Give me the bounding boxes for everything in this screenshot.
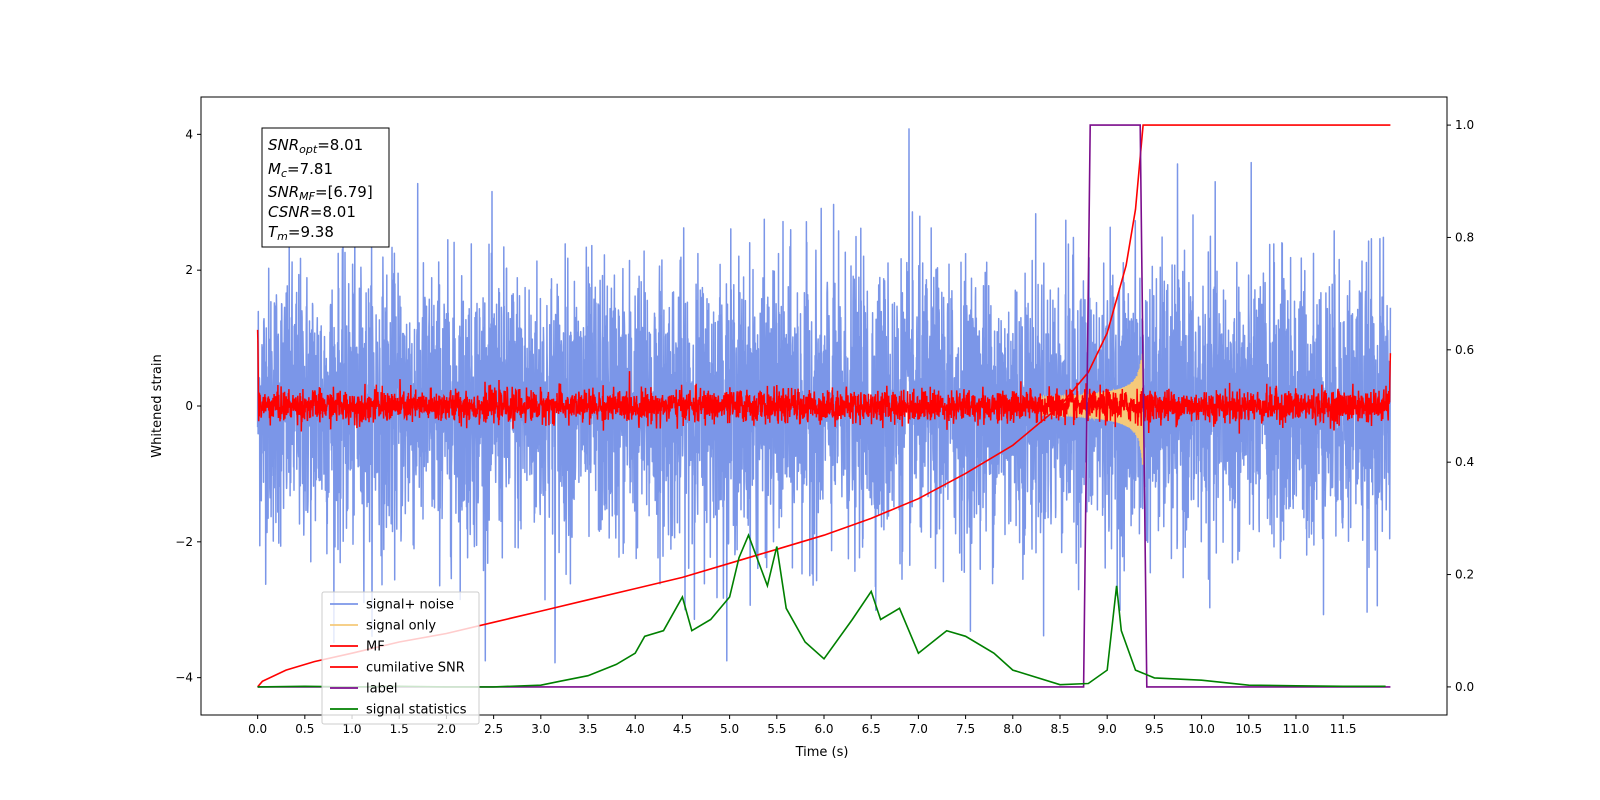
y-tick-label: 2 — [185, 263, 193, 277]
x-tick-label: 9.0 — [1098, 722, 1117, 736]
series-label — [257, 124, 1391, 688]
legend-label: signal+ noise — [366, 598, 454, 613]
x-tick-label: 10.0 — [1188, 722, 1215, 736]
x-tick-label: 11.5 — [1330, 722, 1357, 736]
y-tick-label: −4 — [175, 671, 193, 685]
x-tick-label: 11.0 — [1283, 722, 1310, 736]
x-tick-label: 6.0 — [814, 722, 833, 736]
x-tick-label: 5.5 — [767, 722, 786, 736]
x-tick-label: 9.5 — [1145, 722, 1164, 736]
annotation-snr-opt: SNRopt=8.01 — [268, 136, 363, 156]
legend-entry: label — [330, 682, 397, 697]
x-tick-label: 6.5 — [862, 722, 881, 736]
legend-entry: signal statistics — [330, 703, 467, 718]
x-tick-label: 1.5 — [390, 722, 409, 736]
x-tick-label: 4.5 — [673, 722, 692, 736]
legend-label: MF — [366, 640, 385, 655]
legend-entry: signal+ noise — [330, 598, 454, 613]
y2-tick-label: 0.4 — [1455, 455, 1474, 469]
legend-label: cumilative SNR — [366, 661, 465, 676]
legend-label: signal only — [366, 619, 436, 634]
x-tick-label: 4.0 — [626, 722, 645, 736]
x-tick-label: 8.5 — [1050, 722, 1069, 736]
x-axis-label: Time (s) — [795, 745, 849, 760]
y2-tick-label: 0.6 — [1455, 343, 1474, 357]
x-tick-label: 7.0 — [909, 722, 928, 736]
x-tick-label: 3.0 — [531, 722, 550, 736]
series-signal-statistics — [257, 533, 1386, 688]
series-signal-noise — [256, 128, 1392, 664]
annotation-csnr: CSNR=8.01 — [268, 203, 356, 221]
y-axis-label: Whitened strain — [150, 354, 165, 457]
x-tick-label: 2.0 — [437, 722, 456, 736]
x-tick-label: 0.5 — [295, 722, 314, 736]
legend-label: signal statistics — [366, 703, 467, 718]
y2-tick-label: 0.2 — [1455, 568, 1474, 582]
x-tick-label: 7.5 — [956, 722, 975, 736]
x-tick-label: 0.0 — [248, 722, 267, 736]
y-axis: 4 2 0 −2 −4 — [175, 127, 201, 685]
legend-label: label — [366, 682, 397, 697]
y2-tick-label: 0.8 — [1455, 230, 1474, 244]
annotation-snr-mf: SNRMF=[6.79] — [268, 183, 373, 203]
x-tick-label: 1.0 — [342, 722, 361, 736]
x-tick-label: 8.0 — [1003, 722, 1022, 736]
x-tick-label: 5.0 — [720, 722, 739, 736]
series-mf — [256, 329, 1392, 434]
y-tick-label: 0 — [185, 399, 193, 413]
y2-axis-right: 1.0 0.8 0.6 0.4 0.2 0.0 — [1447, 118, 1474, 694]
y-tick-label: −2 — [175, 535, 193, 549]
y-tick-label: 4 — [185, 127, 193, 141]
legend-entry: MF — [330, 640, 385, 655]
legend-frame — [321, 591, 480, 725]
y2-tick-label: 1.0 — [1455, 118, 1474, 132]
annotation-mc: Mc=7.81 — [268, 160, 333, 180]
x-tick-label: 3.5 — [578, 722, 597, 736]
annotation-tm: Tm=9.38 — [268, 223, 334, 243]
x-tick-label: 10.5 — [1235, 722, 1262, 736]
legend-entry: cumilative SNR — [330, 661, 465, 676]
legend-entry: signal only — [330, 619, 436, 634]
x-axis: 0.0 0.5 1.0 1.5 2.0 2.5 3.0 3.5 4.0 4.5 5.0 5.5 6.0 6… — [248, 715, 1357, 736]
x-tick-label: 2.5 — [484, 722, 503, 736]
stats-annotation-box: SNRopt=8.01 Mc=7.81 SNRMF=[6.79] CSNR=8.… — [261, 127, 390, 248]
legend: signal+ noise signal only MF cumilative SNR… — [321, 591, 480, 725]
y2-tick-label: 0.0 — [1455, 680, 1474, 694]
